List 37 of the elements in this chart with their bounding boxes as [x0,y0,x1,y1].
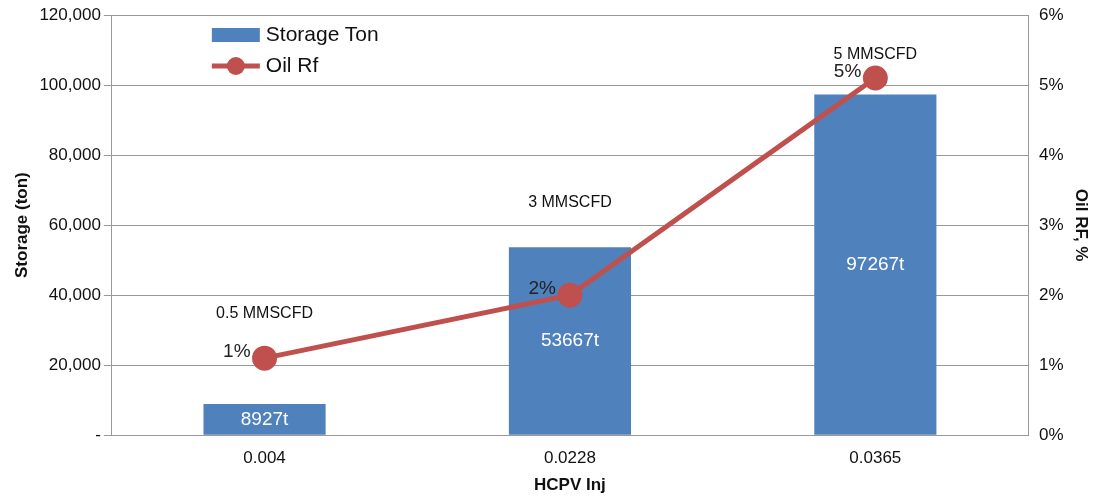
y2-tick-label: 0% [1039,424,1064,444]
y-axis-title: Storage (ton) [11,172,31,278]
annotation: 0.5 MMSCFD [216,303,313,321]
x-tick-label: 0.0365 [849,448,902,468]
legend-label: Oil Rf [265,52,319,76]
y-tick-label: 80,000 [48,144,101,164]
data-label: 8927t [240,407,290,429]
bar [508,247,632,435]
point [252,345,278,371]
y-tick-label: 120,000 [39,4,101,24]
y-tick-label: 20,000 [48,354,101,374]
data-label: 2% [528,277,557,299]
data-label: 53667t [540,329,600,351]
y-tick-label: 60,000 [48,214,101,234]
y2-axis-title: Oil RF, % [1072,188,1092,262]
y2-tick-label: 2% [1039,284,1064,304]
y2-tick-label: 6% [1039,4,1064,24]
legend-label: Storage Ton [265,21,379,45]
y2-tick-label: 1% [1039,354,1064,374]
data-label: 5% [833,60,862,82]
y-tick-label: - [95,424,101,444]
point [557,282,583,308]
annotation: 3 MMSCFD [528,192,612,210]
y2-tick-label: 3% [1039,214,1064,234]
data-label: 97267t [846,252,906,274]
annotation: 5 MMSCFD [833,45,918,63]
x-tick-label: 0.0228 [543,448,596,468]
y2-tick-label: 5% [1039,74,1064,94]
point [862,65,888,91]
bar [814,94,937,435]
y2-tick-label: 4% [1039,144,1064,164]
y-tick-label: 100,000 [39,74,101,94]
x-tick-label: 0.004 [243,448,286,468]
x-axis-title: HCPV Inj [534,475,606,495]
bar [203,403,326,435]
y-tick-label: 40,000 [48,284,101,304]
data-label: 1% [223,340,251,362]
